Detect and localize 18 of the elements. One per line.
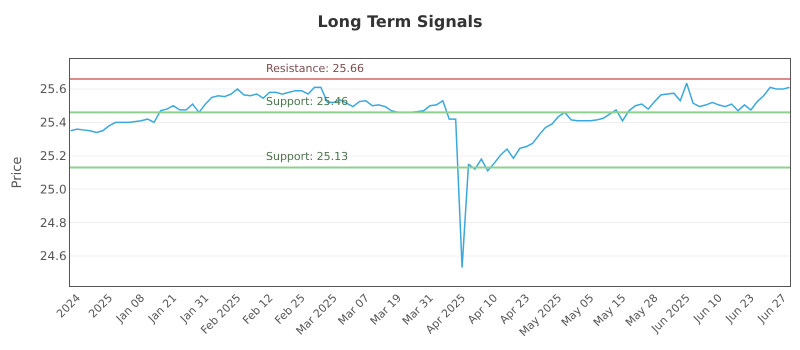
- y-axis-title: Price: [10, 156, 25, 188]
- ref-line-label: Support: 25.13: [266, 150, 348, 163]
- x-tick-label: Feb 12: [240, 292, 276, 327]
- chart-title: Long Term Signals: [317, 12, 483, 31]
- y-tick-label: 25.0: [40, 182, 67, 196]
- ref-line-label: Resistance: 25.66: [266, 62, 364, 75]
- y-tick-label: 24.6: [40, 249, 67, 264]
- y-tick-label: 25.6: [40, 82, 67, 96]
- y-tick-label: 25.4: [40, 116, 67, 130]
- x-tick-label: Jun 10: [690, 292, 725, 326]
- x-tick-label: Jan 08: [112, 292, 148, 326]
- line-series: [70, 82, 790, 268]
- y-tick-label: 24.8: [40, 216, 67, 230]
- y-tick-label: 25.2: [40, 149, 67, 164]
- x-tick-label: Apr 10: [465, 292, 500, 327]
- x-tick-label: Jun 27: [754, 292, 789, 326]
- x-tick-label: Jun 23: [722, 292, 757, 326]
- x-tick-label: Jan 21: [145, 292, 180, 326]
